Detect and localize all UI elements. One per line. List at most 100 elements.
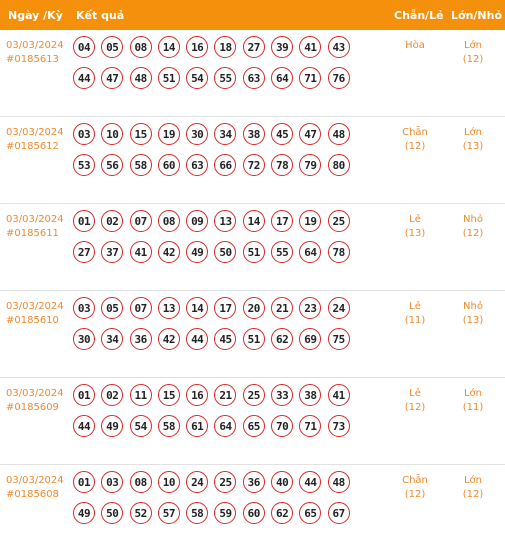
number-ball: 60 <box>242 502 265 524</box>
number-ball: 52 <box>129 502 152 524</box>
odd-even-count: (13) <box>404 228 426 239</box>
draw-date: 03/03/2024 <box>6 40 64 51</box>
number-ball: 10 <box>101 123 124 145</box>
number-ball: 02 <box>101 384 124 406</box>
number-ball: 58 <box>157 415 180 437</box>
big-small-result: Nhỏ (13) <box>448 300 498 328</box>
number-ball: 41 <box>327 384 350 406</box>
number-ball: 57 <box>157 502 180 524</box>
draw-id: #0185609 <box>6 402 59 413</box>
number-ball: 42 <box>157 241 180 263</box>
number-ball: 50 <box>101 502 124 524</box>
number-ball: 07 <box>129 297 152 319</box>
number-line: 01 02 11 15 16 21 25 33 38 41 <box>73 384 363 408</box>
number-ball: 18 <box>214 36 237 58</box>
number-ball: 62 <box>271 328 294 350</box>
draw-info: 03/03/2024 #0185612 <box>6 126 64 154</box>
header-result: Kết quả <box>76 9 125 22</box>
big-small-count: (13) <box>462 315 484 326</box>
number-line: 30 34 36 42 44 45 51 62 69 75 <box>73 328 363 352</box>
table-row: 03/03/2024 #0185611 01 02 07 08 09 13 14 17 19 25 27… <box>0 204 505 291</box>
draw-id: #0185610 <box>6 315 59 326</box>
number-ball: 19 <box>299 210 322 232</box>
number-ball: 09 <box>186 210 209 232</box>
number-ball: 78 <box>327 241 350 263</box>
number-ball: 10 <box>157 471 180 493</box>
number-ball: 34 <box>101 328 124 350</box>
number-ball: 76 <box>327 67 350 89</box>
number-ball: 20 <box>242 297 265 319</box>
odd-even-result: Chẵn (12) <box>390 474 440 502</box>
number-ball: 43 <box>327 36 350 58</box>
number-ball: 30 <box>186 123 209 145</box>
number-ball: 49 <box>186 241 209 263</box>
number-ball: 07 <box>129 210 152 232</box>
number-line: 27 37 41 42 49 50 51 55 64 78 <box>73 241 363 265</box>
number-ball: 14 <box>242 210 265 232</box>
number-ball: 14 <box>186 297 209 319</box>
draw-id: #0185612 <box>6 141 59 152</box>
number-line: 49 50 52 57 58 59 60 62 65 67 <box>73 502 363 526</box>
number-ball: 01 <box>73 471 95 493</box>
draw-date: 03/03/2024 <box>6 127 64 138</box>
number-ball: 25 <box>214 471 237 493</box>
number-ball: 08 <box>157 210 180 232</box>
result-numbers: 03 05 07 13 14 17 20 21 23 24 30 34 36 42 44 45 51 62 69 75 <box>73 297 363 359</box>
number-line: 03 10 15 19 30 34 38 45 47 48 <box>73 123 363 147</box>
number-ball: 17 <box>271 210 294 232</box>
big-small-result: Lớn (12) <box>448 39 498 67</box>
result-numbers: 04 05 08 14 16 18 27 39 41 43 44 47 48 51 54 55 63 64 71 76 <box>73 36 363 98</box>
draw-date: 03/03/2024 <box>6 301 64 312</box>
result-numbers: 01 02 07 08 09 13 14 17 19 25 27 37 41 42 49 50 51 55 64 78 <box>73 210 363 272</box>
number-ball: 08 <box>129 36 152 58</box>
odd-even-result: Lẻ (11) <box>390 300 440 328</box>
big-small-count: (12) <box>462 489 484 500</box>
number-ball: 21 <box>271 297 294 319</box>
number-ball: 54 <box>129 415 152 437</box>
number-ball: 53 <box>73 154 95 176</box>
big-small-count: (12) <box>462 54 484 65</box>
number-line: 01 03 08 10 24 25 36 40 44 48 <box>73 471 363 495</box>
table-row: 03/03/2024 #0185610 03 05 07 13 14 17 20 21 23 24 30… <box>0 291 505 378</box>
number-ball: 44 <box>73 67 95 89</box>
number-ball: 30 <box>73 328 95 350</box>
number-ball: 48 <box>129 67 152 89</box>
number-ball: 71 <box>299 415 322 437</box>
odd-even-label: Lẻ <box>409 214 421 225</box>
number-ball: 48 <box>327 123 350 145</box>
number-ball: 62 <box>271 502 294 524</box>
draw-info: 03/03/2024 #0185608 <box>6 474 64 502</box>
number-ball: 05 <box>101 36 124 58</box>
number-ball: 17 <box>214 297 237 319</box>
big-small-result: Nhỏ (12) <box>448 213 498 241</box>
number-ball: 16 <box>186 384 209 406</box>
number-ball: 42 <box>157 328 180 350</box>
odd-even-result: Lẻ (12) <box>390 387 440 415</box>
number-ball: 51 <box>242 241 265 263</box>
number-ball: 11 <box>129 384 152 406</box>
number-ball: 01 <box>73 384 95 406</box>
number-ball: 66 <box>214 154 237 176</box>
number-ball: 38 <box>242 123 265 145</box>
number-ball: 69 <box>299 328 322 350</box>
number-ball: 55 <box>271 241 294 263</box>
number-ball: 47 <box>101 67 124 89</box>
draw-id: #0185611 <box>6 228 59 239</box>
number-ball: 64 <box>271 67 294 89</box>
number-ball: 19 <box>157 123 180 145</box>
draw-info: 03/03/2024 #0185611 <box>6 213 64 241</box>
number-ball: 40 <box>271 471 294 493</box>
draw-id: #0185613 <box>6 54 59 65</box>
number-ball: 15 <box>129 123 152 145</box>
number-ball: 36 <box>242 471 265 493</box>
number-ball: 34 <box>214 123 237 145</box>
number-ball: 25 <box>242 384 265 406</box>
odd-even-label: Chẵn <box>402 127 428 138</box>
result-numbers: 01 03 08 10 24 25 36 40 44 48 49 50 52 57 58 59 60 62 65 67 <box>73 471 363 533</box>
draw-info: 03/03/2024 #0185609 <box>6 387 64 415</box>
number-ball: 70 <box>271 415 294 437</box>
number-ball: 51 <box>157 67 180 89</box>
number-line: 04 05 08 14 16 18 27 39 41 43 <box>73 36 363 60</box>
big-small-count: (11) <box>462 402 484 413</box>
